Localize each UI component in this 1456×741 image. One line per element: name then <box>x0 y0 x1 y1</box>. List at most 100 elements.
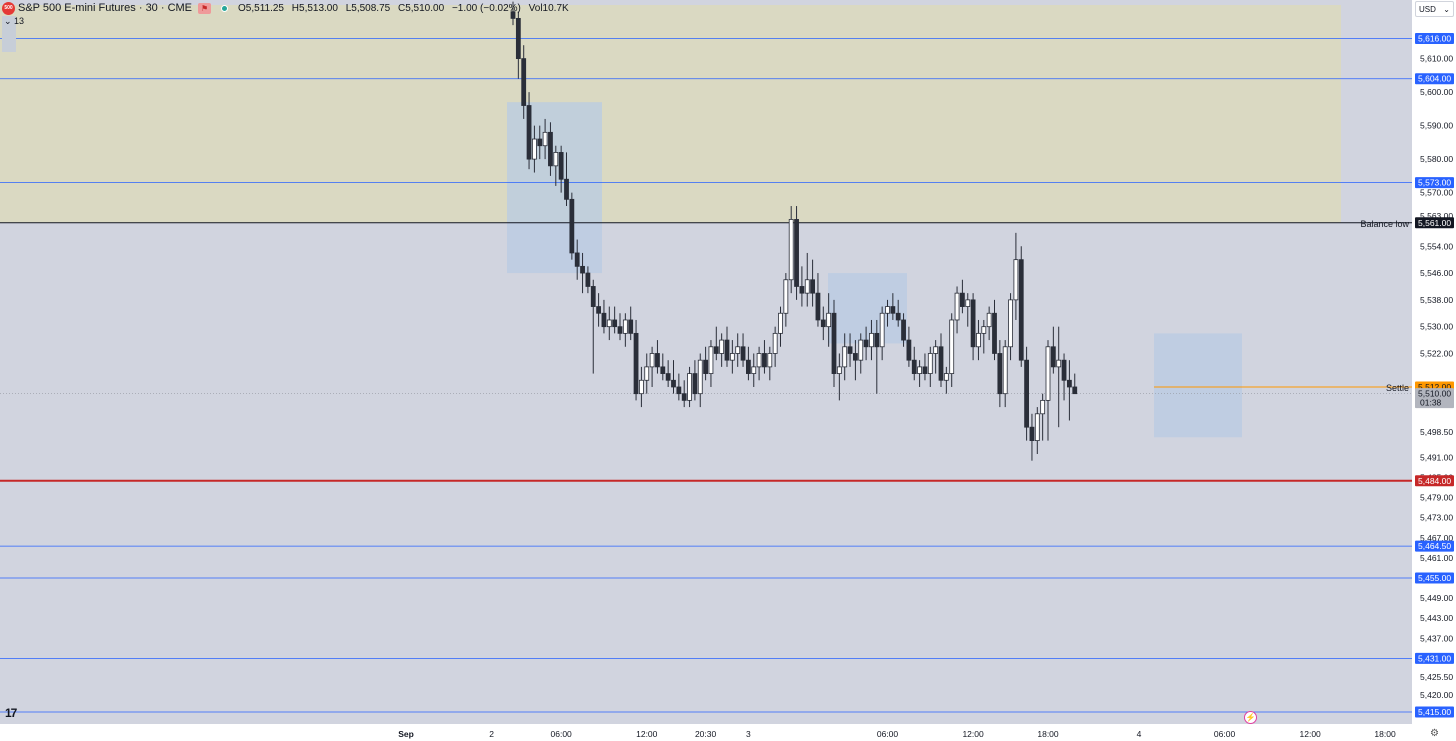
candle-body <box>751 366 757 374</box>
price-tick-label: 5,538.00 <box>1420 295 1453 305</box>
study-count-label[interactable]: ⌄ 13 <box>4 16 25 26</box>
candle-body <box>1029 426 1035 441</box>
chart-legend: 500 S&P 500 E-mini Futures · 30 · CME ⚑ … <box>2 1 574 15</box>
price-tick-label: 5,563.00 <box>1420 211 1453 221</box>
highlight-zone <box>1154 333 1242 438</box>
candle-body <box>665 373 671 381</box>
candle-body <box>719 339 725 354</box>
currency-label: USD <box>1419 4 1436 14</box>
candle-body <box>1050 346 1056 368</box>
candle-body <box>874 332 880 348</box>
candle-body <box>842 346 848 368</box>
countdown-label: 01:38 <box>1420 398 1442 408</box>
level-price-label: 5,616.00 <box>1418 34 1451 44</box>
change-value: −1.00 (−0.02%) <box>451 2 521 14</box>
time-tick-label: 06:00 <box>877 729 899 739</box>
price-tick-label: 5,491.00 <box>1420 452 1453 462</box>
candle-body <box>938 346 944 381</box>
candle-body <box>585 272 591 287</box>
time-tick-label: 06:00 <box>1214 729 1236 739</box>
level-price-label-bg <box>1415 706 1454 718</box>
settings-gear-icon[interactable]: ⚙ <box>1430 728 1439 739</box>
candle-body <box>612 319 618 328</box>
last-price-bg <box>1415 388 1454 409</box>
candle-body <box>853 353 858 361</box>
candle-body <box>676 386 682 395</box>
candle-body <box>703 359 708 374</box>
time-tick-label: 12:00 <box>1300 729 1322 739</box>
level-price-label: 5,464.50 <box>1418 541 1451 551</box>
price-tick-label: 5,498.50 <box>1420 427 1453 437</box>
candle-body <box>901 319 906 341</box>
level-price-label-bg <box>1415 217 1454 229</box>
symbol-title[interactable]: S&P 500 E-mini Futures · 30 · CME <box>18 2 193 14</box>
candle-body <box>660 366 666 374</box>
candle-body <box>1040 399 1046 415</box>
candle-body <box>548 131 553 167</box>
candle-body <box>687 373 692 401</box>
candle-body <box>532 138 537 160</box>
time-tick-label: 18:00 <box>1374 729 1396 739</box>
candle-body <box>911 359 917 374</box>
lightning-icon[interactable]: ⚡ <box>1244 711 1257 724</box>
symbol-logo-icon: 500 <box>2 1 15 15</box>
candle-body <box>858 339 864 361</box>
low-value: L5,508.75 <box>345 2 391 14</box>
candle-body <box>772 332 778 354</box>
candle-body <box>521 58 527 106</box>
time-tick-label: 18:00 <box>1037 729 1059 739</box>
settle-note: Settle <box>1386 383 1409 393</box>
candle-body <box>767 353 773 368</box>
candle-body <box>1013 259 1019 301</box>
candle-body <box>1002 346 1008 395</box>
price-tick-label: 5,473.00 <box>1420 513 1453 523</box>
study-toggle-button[interactable] <box>2 16 16 52</box>
candle-body <box>1008 299 1013 348</box>
candle-body <box>890 306 896 314</box>
candle-body <box>869 332 874 348</box>
candle-body <box>820 319 826 328</box>
price-tick-label: 5,461.00 <box>1420 553 1453 563</box>
time-tick-label: 06:00 <box>551 729 573 739</box>
highlight-zone <box>507 102 602 274</box>
candle-body <box>564 178 569 200</box>
candle-body <box>970 299 976 348</box>
price-tick-label: 5,479.00 <box>1420 493 1453 503</box>
candle-body <box>1067 379 1072 388</box>
volume-value: Vol10.7K <box>528 2 569 14</box>
candle-body <box>863 339 869 348</box>
candle-body <box>671 379 676 388</box>
price-tick-label: 5,522.00 <box>1420 348 1453 358</box>
candle-body <box>740 346 746 361</box>
ohlc-values: O5,511.25 H5,513.00 L5,508.75 C5,510.00 … <box>238 3 574 14</box>
currency-dropdown[interactable]: USD ⌄ <box>1415 1 1454 17</box>
candle-body <box>617 326 623 334</box>
candle-body <box>933 346 939 354</box>
candle-body <box>580 265 585 274</box>
flag-icon[interactable]: ⚑ <box>198 2 212 14</box>
candle-body <box>628 319 634 334</box>
tradingview-logo-icon[interactable]: 17 <box>5 706 17 720</box>
level-price-label: 5,573.00 <box>1418 178 1451 188</box>
candle-body <box>836 366 842 374</box>
price-tick-label: 5,530.00 <box>1420 322 1453 332</box>
candle-body <box>574 252 580 267</box>
highlight-zone <box>0 5 1341 223</box>
candle-body <box>510 11 516 19</box>
level-price-label-bg <box>1415 540 1454 552</box>
candle-body <box>799 286 805 294</box>
level-price-label: 5,484.00 <box>1418 476 1451 486</box>
candle-body <box>943 373 949 381</box>
candle-body <box>735 346 741 354</box>
level-price-label-bg <box>1415 177 1454 189</box>
candle-body <box>708 346 714 374</box>
candle-body <box>633 332 639 395</box>
price-tick-label: 5,420.00 <box>1420 690 1453 700</box>
time-tick-label: 4 <box>1137 729 1142 739</box>
time-tick-label: 12:00 <box>636 729 658 739</box>
level-price-label-bg <box>1415 73 1454 85</box>
candle-body <box>992 312 997 354</box>
study-count: 13 <box>14 16 25 26</box>
